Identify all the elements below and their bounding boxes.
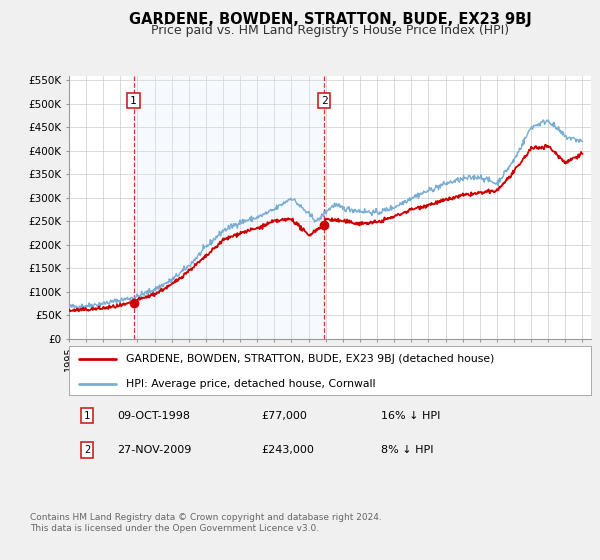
Text: This data is licensed under the Open Government Licence v3.0.: This data is licensed under the Open Gov… (30, 524, 319, 533)
Text: 1: 1 (84, 410, 90, 421)
Text: Price paid vs. HM Land Registry's House Price Index (HPI): Price paid vs. HM Land Registry's House … (151, 24, 509, 36)
Text: 27-NOV-2009: 27-NOV-2009 (117, 445, 191, 455)
Text: 2: 2 (320, 96, 328, 106)
Text: 8% ↓ HPI: 8% ↓ HPI (381, 445, 433, 455)
Bar (134, 76, 324, 339)
Text: £77,000: £77,000 (261, 410, 307, 421)
Text: HPI: Average price, detached house, Cornwall: HPI: Average price, detached house, Corn… (127, 379, 376, 389)
Text: 16% ↓ HPI: 16% ↓ HPI (381, 410, 440, 421)
Text: GARDENE, BOWDEN, STRATTON, BUDE, EX23 9BJ (detached house): GARDENE, BOWDEN, STRATTON, BUDE, EX23 9B… (127, 354, 495, 365)
Text: £243,000: £243,000 (261, 445, 314, 455)
Text: 2: 2 (84, 445, 90, 455)
Text: 1: 1 (130, 96, 137, 106)
Text: Contains HM Land Registry data © Crown copyright and database right 2024.: Contains HM Land Registry data © Crown c… (30, 513, 382, 522)
Text: GARDENE, BOWDEN, STRATTON, BUDE, EX23 9BJ: GARDENE, BOWDEN, STRATTON, BUDE, EX23 9B… (128, 12, 532, 27)
Text: 09-OCT-1998: 09-OCT-1998 (117, 410, 190, 421)
